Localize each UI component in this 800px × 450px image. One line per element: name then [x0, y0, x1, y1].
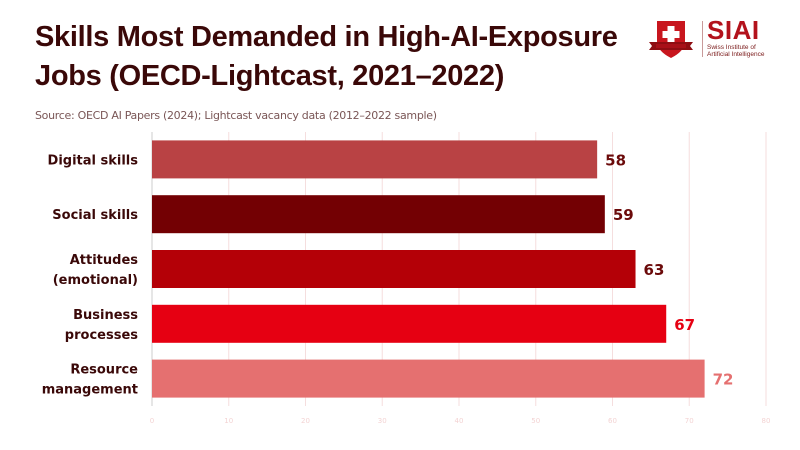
siai-logo: SIAI Swiss Institute of Artificial Intel…: [648, 15, 788, 61]
category-label: processes: [65, 328, 138, 343]
x-tick-label: 20: [301, 417, 310, 425]
bar: [152, 359, 705, 398]
x-tick-label: 30: [378, 417, 387, 425]
category-label: Digital skills: [48, 153, 139, 168]
logo-subtitle-line-1: Swiss Institute of: [707, 44, 756, 51]
x-axis-ticks: 0 10 20 30 40 50 60 70 80: [150, 417, 771, 425]
category-label: Social skills: [52, 208, 138, 223]
chart-title-line-1: Skills Most Demanded in High-AI-Exposure: [35, 21, 618, 53]
source-note: Source: OECD AI Papers (2024); Lightcast…: [35, 109, 437, 122]
bar: [152, 195, 605, 234]
logo-subtitle-line-2: Artificial Intelligence: [707, 51, 765, 58]
x-tick-label: 40: [455, 417, 464, 425]
x-tick-label: 0: [150, 417, 154, 425]
bar: [152, 140, 598, 179]
chart-title: Skills Most Demanded in High-AI-Exposure…: [35, 18, 645, 96]
category-label: Attitudes: [70, 253, 139, 268]
value-label: 63: [644, 261, 665, 279]
value-label: 67: [674, 316, 695, 334]
bar: [152, 304, 667, 343]
x-tick-label: 70: [685, 417, 694, 425]
value-label: 59: [613, 206, 634, 224]
value-labels: 58 59 63 67 72: [605, 151, 733, 388]
shield-cross-icon: [649, 21, 693, 58]
bar: [152, 250, 636, 288]
logo-subtitle: Swiss Institute of Artificial Intelligen…: [707, 44, 764, 58]
logo-divider: [702, 21, 703, 57]
chart-title-line-2: Jobs (OECD-Lightcast, 2021–2022): [35, 60, 505, 92]
logo-wordmark: SIAI: [707, 15, 760, 45]
x-tick-label: 50: [531, 417, 540, 425]
category-label: Resource: [70, 363, 138, 378]
x-tick-label: 60: [608, 417, 617, 425]
category-label: management: [42, 383, 138, 398]
category-label: (emotional): [53, 273, 138, 288]
value-label: 72: [713, 371, 734, 389]
value-label: 58: [605, 151, 626, 169]
category-labels: Digital skills Social skills Attitudes (emo…: [42, 153, 139, 397]
x-tick-label: 10: [224, 417, 233, 425]
x-tick-label: 80: [762, 417, 771, 425]
category-label: Business: [73, 308, 138, 323]
bars: [152, 140, 705, 398]
